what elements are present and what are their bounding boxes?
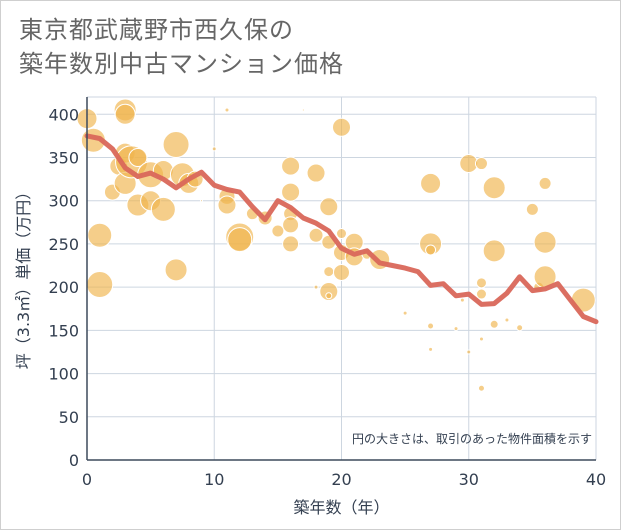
chart-title-line-2: 築年数別中古マンション価格 xyxy=(19,50,344,78)
x-tick-label: 30 xyxy=(459,470,479,489)
bubble-point xyxy=(306,163,326,183)
y-tick-label: 150 xyxy=(48,321,79,340)
chart-title-line-1: 東京都武蔵野市西久保の xyxy=(19,16,294,44)
bubble-point xyxy=(459,297,465,303)
y-tick-label: 300 xyxy=(48,192,79,211)
bubble-point xyxy=(533,230,557,254)
bubble-point xyxy=(308,227,324,243)
x-axis-label: 築年数（年） xyxy=(293,498,389,517)
bubble-point xyxy=(453,326,459,332)
axes xyxy=(86,97,596,461)
bubble-point xyxy=(211,146,217,152)
bubble-series xyxy=(76,98,596,392)
bubble-point xyxy=(128,148,148,167)
tick-labels: 0 50 100 150 200 250 300 350 400 0 10 20 30 40 xyxy=(48,105,606,489)
bubble-point xyxy=(475,277,487,289)
y-tick-label: 400 xyxy=(48,105,79,124)
bubble-point xyxy=(477,384,485,392)
bubble-point xyxy=(333,263,350,281)
y-tick-label: 250 xyxy=(48,235,79,254)
bubble-point xyxy=(475,288,487,300)
bubble-size-note: 円の大きさは、取引のあった物件面積を示す xyxy=(352,431,592,446)
bubble-point xyxy=(319,197,339,217)
bubble-point xyxy=(224,107,230,113)
y-tick-label: 0 xyxy=(69,451,79,470)
bubble-point xyxy=(301,108,305,112)
bubble-point xyxy=(227,227,253,253)
bubble-point xyxy=(525,202,539,216)
bubble-point xyxy=(217,195,237,215)
bubble-point xyxy=(538,176,552,190)
bubble-point xyxy=(87,222,113,248)
bubble-point xyxy=(86,271,114,299)
chart-title: 東京都武蔵野市西久保の 築年数別中古マンション価格 xyxy=(19,13,344,81)
bubble-point xyxy=(516,324,524,332)
bubble-point xyxy=(162,131,190,159)
x-tick-label: 10 xyxy=(204,470,224,489)
y-axis-label: 坪（3.3㎡）単価（万円） xyxy=(14,184,33,369)
bubble-point xyxy=(402,310,408,316)
y-tick-label: 200 xyxy=(48,278,79,297)
bubble-point xyxy=(164,258,188,282)
bubble-point xyxy=(504,317,510,323)
bubble-point xyxy=(332,117,351,137)
x-tick-label: 40 xyxy=(586,470,606,489)
bubble-point xyxy=(425,244,437,256)
bubble-point xyxy=(281,182,301,202)
bubble-point xyxy=(271,224,285,238)
x-tick-label: 0 xyxy=(82,470,92,489)
y-tick-label: 350 xyxy=(48,149,79,168)
bubble-point xyxy=(114,103,136,125)
bubble-point xyxy=(466,349,472,355)
bubble-point xyxy=(482,239,506,263)
bubble-point xyxy=(478,336,484,342)
bubble-point xyxy=(281,156,301,176)
trend-line-series xyxy=(84,133,599,325)
y-tick-label: 50 xyxy=(59,408,79,427)
y-tick-label: 100 xyxy=(48,365,79,384)
bubble-point xyxy=(427,322,435,330)
bubble-point xyxy=(200,199,204,203)
bubble-point xyxy=(150,196,176,222)
x-tick-label: 20 xyxy=(331,470,351,489)
bubble-point xyxy=(313,284,319,290)
bubble-point xyxy=(474,157,488,171)
bubble-point xyxy=(319,281,339,301)
bubble-point xyxy=(325,292,333,300)
bubble-point xyxy=(489,319,499,329)
bubble-point xyxy=(428,346,434,352)
bubble-point xyxy=(323,266,335,278)
trend-line xyxy=(84,133,599,325)
bubble-point xyxy=(420,172,442,194)
bubble-point xyxy=(282,216,300,234)
bubble-point xyxy=(282,235,300,253)
bubble-point xyxy=(336,228,347,240)
bubble-point xyxy=(482,176,506,200)
